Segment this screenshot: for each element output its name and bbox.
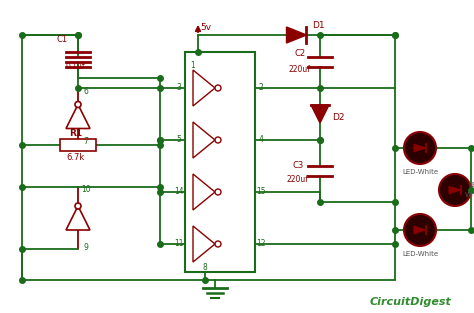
Text: C2: C2 (294, 49, 306, 58)
Text: 3: 3 (176, 84, 182, 93)
Circle shape (215, 189, 221, 195)
Text: LED: LED (468, 182, 474, 188)
Circle shape (75, 203, 81, 209)
Polygon shape (66, 206, 90, 230)
Text: 220uf: 220uf (287, 175, 309, 183)
Text: 7: 7 (83, 137, 89, 146)
Circle shape (215, 137, 221, 143)
Polygon shape (193, 226, 215, 262)
Circle shape (404, 214, 436, 246)
Text: 5: 5 (176, 136, 182, 145)
Text: 220uf: 220uf (289, 65, 311, 74)
Text: R1: R1 (69, 129, 82, 137)
Text: 14: 14 (174, 187, 184, 197)
Polygon shape (449, 187, 461, 194)
Text: 2: 2 (259, 84, 264, 93)
Polygon shape (193, 122, 215, 158)
Circle shape (215, 241, 221, 247)
Polygon shape (66, 105, 90, 129)
Text: C3: C3 (292, 161, 304, 170)
Text: LED-White: LED-White (402, 169, 438, 175)
Polygon shape (193, 174, 215, 210)
Text: 15: 15 (256, 187, 266, 197)
Circle shape (75, 101, 81, 107)
Polygon shape (193, 70, 215, 106)
Circle shape (215, 85, 221, 91)
Text: 0.1uf: 0.1uf (65, 62, 85, 71)
Polygon shape (414, 144, 426, 151)
Text: 6.7k: 6.7k (67, 153, 85, 162)
Text: 11: 11 (174, 239, 184, 249)
Polygon shape (311, 105, 329, 123)
Text: White: White (465, 192, 474, 198)
Text: 9: 9 (83, 244, 89, 253)
Text: CircuitDigest: CircuitDigest (370, 297, 452, 307)
Text: 1: 1 (191, 61, 195, 70)
Text: 10: 10 (81, 186, 91, 194)
Text: 12: 12 (256, 239, 266, 249)
Text: C1: C1 (56, 35, 68, 44)
Text: D2: D2 (332, 114, 344, 122)
Text: 5v: 5v (201, 23, 211, 33)
Circle shape (439, 174, 471, 206)
Bar (60, 139, 96, 151)
Polygon shape (286, 27, 307, 43)
Text: LED-White: LED-White (402, 251, 438, 257)
Text: 8: 8 (202, 263, 207, 271)
Polygon shape (414, 226, 426, 233)
Text: 6: 6 (83, 88, 89, 96)
Bar (185, 52, 255, 272)
Text: D1: D1 (312, 20, 325, 29)
Circle shape (404, 132, 436, 164)
Text: 4: 4 (258, 136, 264, 145)
